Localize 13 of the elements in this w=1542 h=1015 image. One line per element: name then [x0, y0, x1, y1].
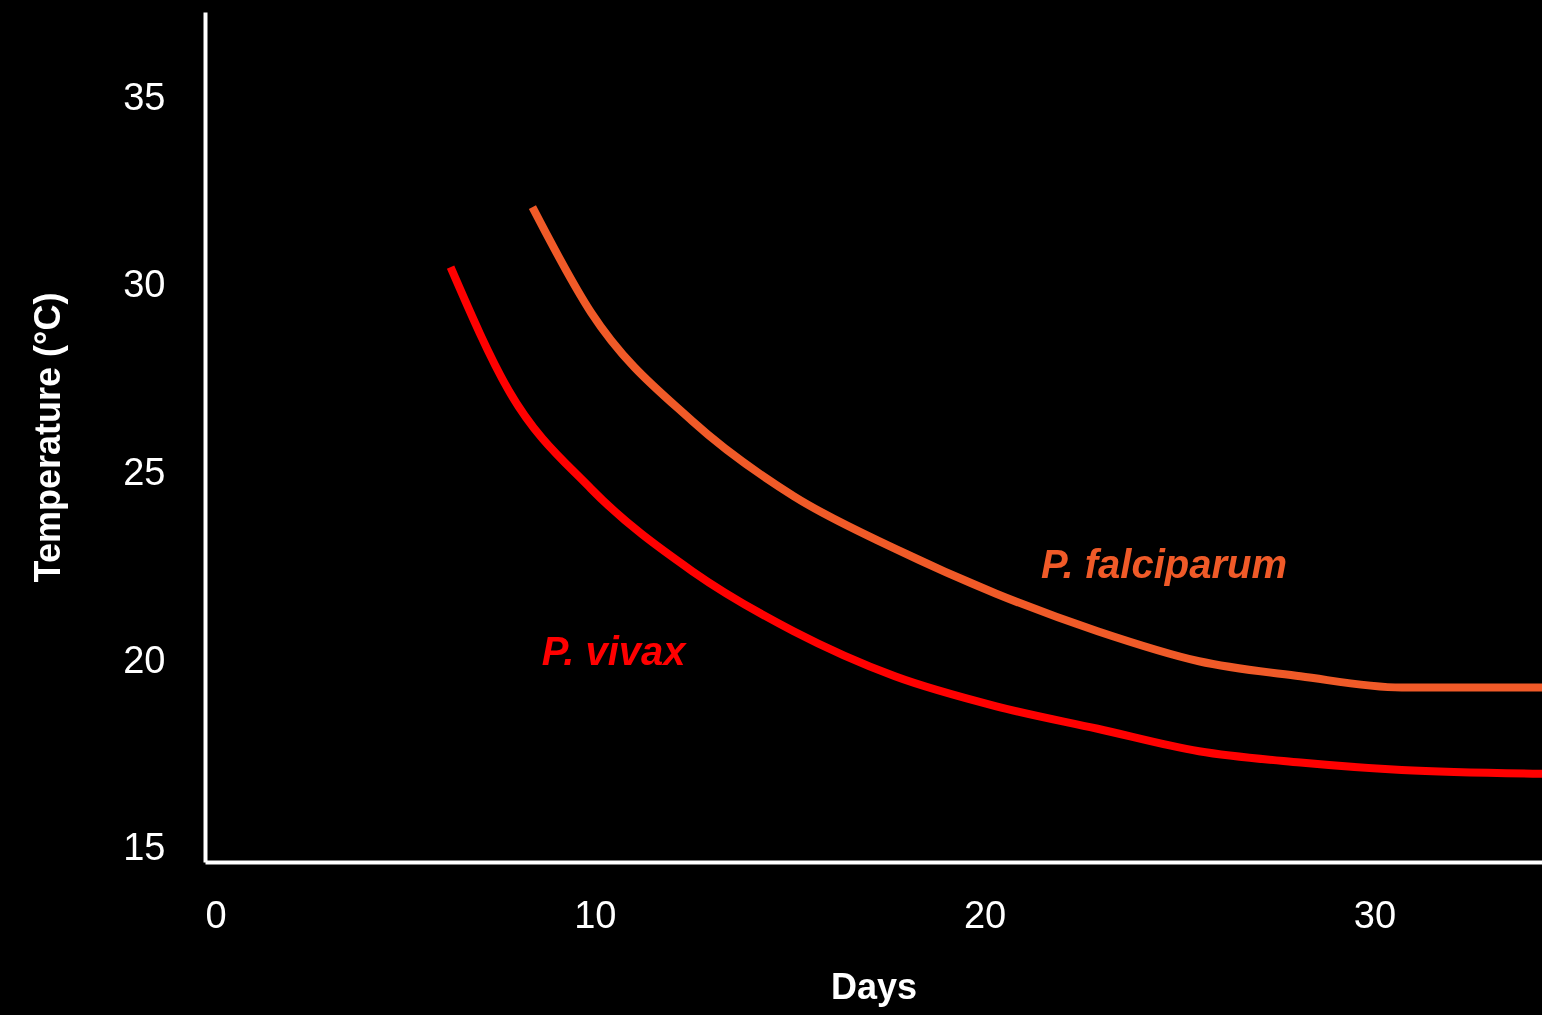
y-axis-title: Temperature (°C): [27, 292, 69, 583]
x-tick-label: 30: [1353, 893, 1397, 936]
x-axis-title: Days: [830, 965, 918, 1007]
y-tick-label: 35: [123, 75, 166, 118]
x-tick-label: 10: [574, 893, 617, 936]
x-tick-label: 0: [205, 893, 227, 936]
series-label: P. vivax: [541, 629, 688, 674]
y-tick-label: 30: [123, 263, 166, 306]
y-tick-label: 15: [123, 826, 166, 869]
y-tick-label: 25: [123, 451, 166, 494]
y-tick-label: 20: [123, 638, 166, 681]
x-tick-label: 20: [963, 893, 1007, 936]
series-label: P. falciparum: [1040, 542, 1287, 587]
